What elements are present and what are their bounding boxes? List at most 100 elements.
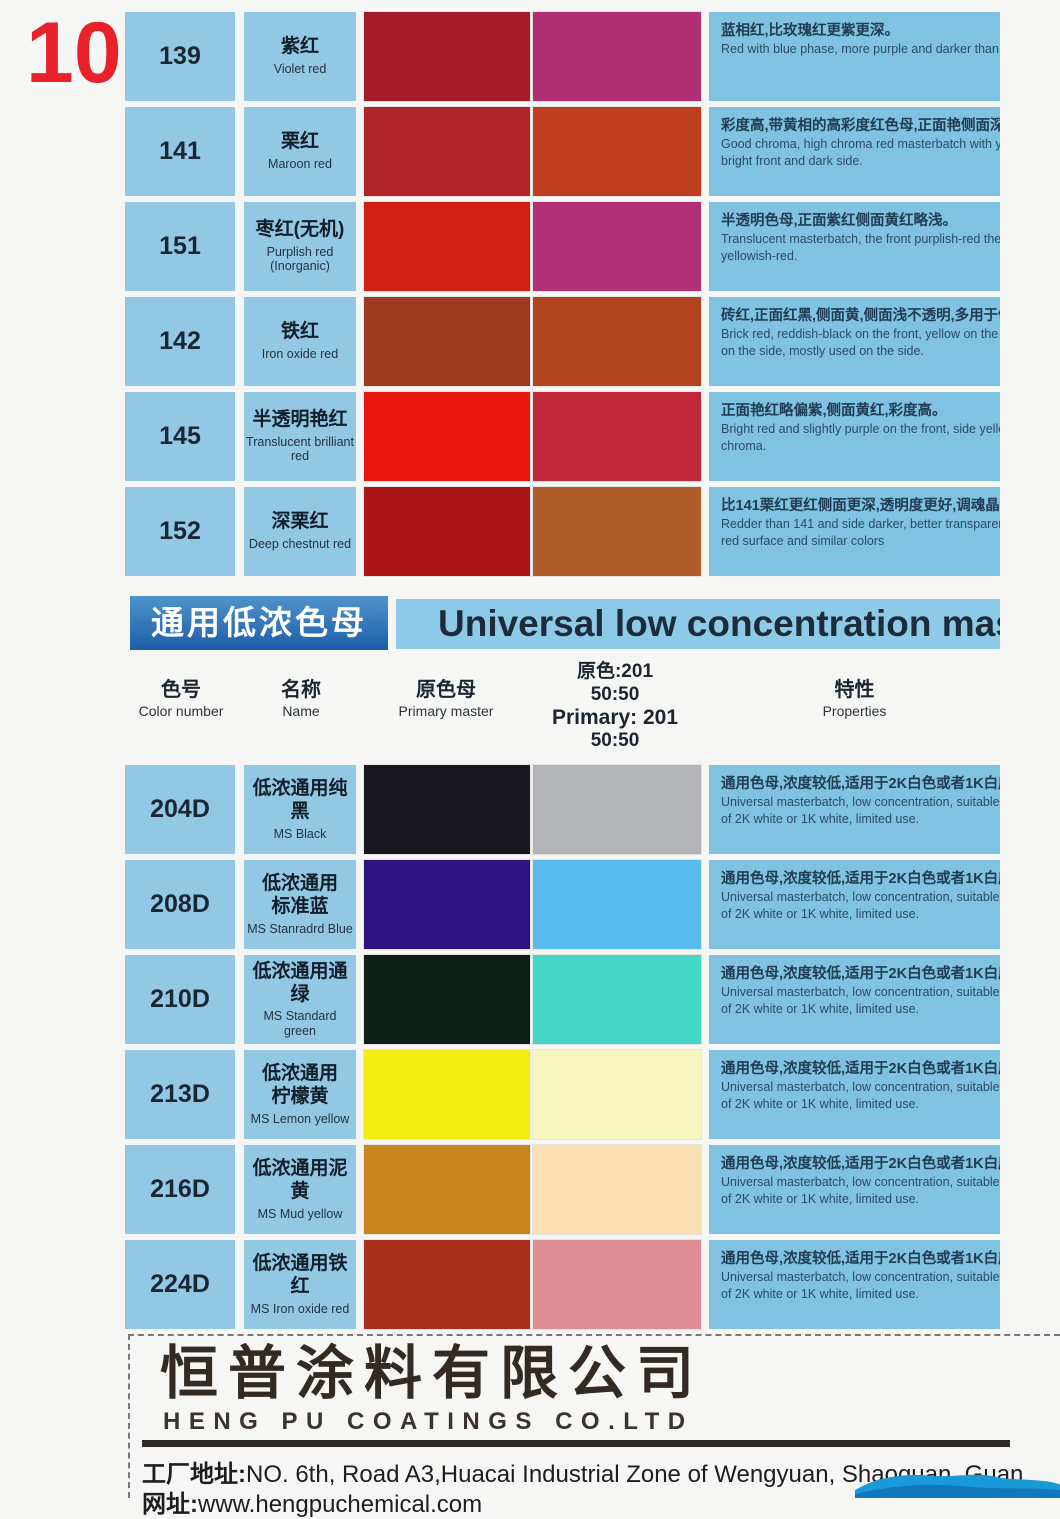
properties-cell: 比141栗红更红侧面更深,透明度更好,调魂晶红面 Redder than 141… xyxy=(709,487,1000,576)
color-name-en: MS Iron oxide red xyxy=(250,1301,350,1316)
color-name-en: Iron oxide red xyxy=(261,347,339,362)
address-label: 工厂地址: xyxy=(142,1461,246,1488)
color-name-zh: 紫红 xyxy=(280,36,319,58)
swatch-side xyxy=(533,12,701,101)
properties-cell: 通用色母,浓度较低,适用于2K白色或者1K白底的 Universal maste… xyxy=(709,1145,1000,1234)
property-zh: 通用色母,浓度较低,适用于2K白色或者1K白底的 xyxy=(721,1251,1000,1267)
table-row-152: 152 深栗红 Deep chestnut red 比141栗红更红侧面更深,透… xyxy=(125,487,1000,576)
swatch-front xyxy=(364,392,530,481)
property-zh: 蓝相红,比玫瑰红更紫更深。 xyxy=(721,23,900,39)
color-number-cell: 224D xyxy=(125,1240,235,1329)
swatch-primary-master xyxy=(364,1240,530,1329)
color-name-cell: 低浓通用 柠檬黄 MS Lemon yellow xyxy=(244,1050,356,1139)
color-name-cell: 低浓通用纯黑 MS Black xyxy=(244,765,356,854)
property-en-line2: of 2K white or 1K white, limited use. xyxy=(721,907,920,921)
color-name-zh: 深栗红 xyxy=(271,511,329,533)
property-zh: 通用色母,浓度较低,适用于2K白色或者1K白底的 xyxy=(721,966,1000,982)
swatch-side xyxy=(533,202,701,291)
color-number-cell: 204D xyxy=(125,765,235,854)
color-name-zh: 低浓通用通绿 xyxy=(252,960,348,1005)
header-zh: 特性 xyxy=(834,679,875,701)
header-properties: 特性 Properties xyxy=(709,678,1000,720)
properties-cell: 通用色母,浓度较低,适用于2K白色或者1K白底的 Universal maste… xyxy=(709,765,1000,854)
color-number-cell: 142 xyxy=(125,297,235,386)
color-name-zh: 栗红 xyxy=(280,131,319,153)
color-name-cell: 低浓通用泥黄 MS Mud yellow xyxy=(244,1145,356,1234)
properties-cell: 正面艳红略偏紫,侧面黄红,彩度高。 Bright red and slightl… xyxy=(709,392,1000,481)
masterbatch-table-red-series: 139 紫红 Violet red 蓝相红,比玫瑰红更紫更深。 Red with… xyxy=(125,12,1000,582)
color-name-zh: 半透明艳红 xyxy=(252,409,348,431)
color-name-cell: 低浓通用通绿 MS Standard green xyxy=(244,955,356,1044)
company-name-en: HENG PU COATINGS CO.LTD xyxy=(163,1408,694,1435)
color-name-cell: 铁红 Iron oxide red xyxy=(244,297,356,386)
color-name-en: Violet red xyxy=(273,62,327,77)
table-row-139: 139 紫红 Violet red 蓝相红,比玫瑰红更紫更深。 Red with… xyxy=(125,12,1000,101)
header-en: Name xyxy=(282,703,320,719)
table-row-213D: 213D 低浓通用 柠檬黄 MS Lemon yellow 通用色母,浓度较低,… xyxy=(125,1050,1000,1139)
color-name-cell: 半透明艳红 Translucent brilliant red xyxy=(244,392,356,481)
swatch-primary-master xyxy=(364,1145,530,1234)
blue-splash-graphic xyxy=(855,1474,1060,1498)
header-mix-ratio: 原色:201 50:50 Primary: 201 50:50 xyxy=(511,660,719,752)
table-row-145: 145 半透明艳红 Translucent brilliant red 正面艳红… xyxy=(125,392,1000,481)
property-zh: 砖红,正面红黑,侧面黄,侧面浅不透明,多用于侧面 xyxy=(721,308,1000,324)
header-primary-master: 原色母 Primary master xyxy=(363,678,529,720)
color-name-en: MS Lemon yellow xyxy=(250,1111,350,1126)
property-zh: 半透明色母,正面紫红侧面黄红略浅。 xyxy=(721,213,958,229)
header-en: Color number xyxy=(138,703,224,719)
header-zh: 原色母 xyxy=(416,679,476,701)
ratio-line: 原色:201 xyxy=(576,661,654,682)
property-en-line1: Redder than 141 and side darker, better … xyxy=(721,517,1000,531)
swatch-primary-master xyxy=(364,860,530,949)
swatch-primary-master xyxy=(364,1050,530,1139)
property-zh: 彩度高,带黄相的高彩度红色母,正面艳侧面深。 xyxy=(721,118,1000,134)
table-row-210D: 210D 低浓通用通绿 MS Standard green 通用色母,浓度较低,… xyxy=(125,955,1000,1044)
swatch-diluted xyxy=(533,1240,701,1329)
properties-cell: 砖红,正面红黑,侧面黄,侧面浅不透明,多用于侧面 Brick red, redd… xyxy=(709,297,1000,386)
color-number-cell: 216D xyxy=(125,1145,235,1234)
color-name-en: MS Stanradrd Blue xyxy=(247,921,353,936)
section-banner-zh: 通用低浓色母 xyxy=(130,596,388,650)
property-en-line1: Universal masterbatch, low concentration… xyxy=(721,795,1000,809)
ratio-line: 50:50 xyxy=(590,684,640,705)
swatch-diluted xyxy=(533,955,701,1044)
property-en-line1: Bright red and slightly purple on the fr… xyxy=(721,422,1000,436)
ratio-line: 50:50 xyxy=(590,730,640,751)
properties-cell: 彩度高,带黄相的高彩度红色母,正面艳侧面深。 Good chroma, high… xyxy=(709,107,1000,196)
property-en-line2: bright front and dark side. xyxy=(721,154,863,168)
property-en-line2: chroma. xyxy=(721,439,767,453)
swatch-primary-master xyxy=(364,955,530,1044)
swatch-side xyxy=(533,297,701,386)
color-number-cell: 141 xyxy=(125,107,235,196)
website-label: 网址: xyxy=(142,1491,198,1518)
properties-cell: 蓝相红,比玫瑰红更紫更深。 Red with blue phase, more … xyxy=(709,12,1000,101)
color-name-en: Translucent brilliant red xyxy=(246,435,354,464)
color-name-zh: 低浓通用泥黄 xyxy=(252,1158,348,1202)
property-en-line1: Universal masterbatch, low concentration… xyxy=(721,890,1000,904)
property-en-line1: Translucent masterbatch, the front purpl… xyxy=(721,232,1000,246)
property-en-line1: Red with blue phase, more purple and dar… xyxy=(721,42,1000,56)
property-en-line2: of 2K white or 1K white, limited use. xyxy=(721,1287,920,1301)
property-en-line1: Brick red, reddish-black on the front, y… xyxy=(721,327,1000,341)
divider-bar xyxy=(142,1440,1010,1447)
color-number-cell: 152 xyxy=(125,487,235,576)
property-en-line2: of 2K white or 1K white, limited use. xyxy=(721,1002,920,1016)
color-name-en: Maroon red xyxy=(268,157,332,172)
color-number-cell: 208D xyxy=(125,860,235,949)
header-zh: 色号 xyxy=(161,679,201,701)
swatch-side xyxy=(533,107,701,196)
property-en-line1: Good chroma, high chroma red masterbatch… xyxy=(721,137,1000,151)
page-number: 10 xyxy=(26,5,122,101)
property-zh: 通用色母,浓度较低,适用于2K白色或者1K白底的 xyxy=(721,1156,1000,1172)
color-name-cell: 深栗红 Deep chestnut red xyxy=(244,487,356,576)
color-name-zh: 低浓通用 标准蓝 xyxy=(261,873,338,917)
property-en-line2: red surface and similar colors xyxy=(721,534,885,548)
color-name-en: Purplish red (Inorganic) xyxy=(266,245,334,274)
table-row-142: 142 铁红 Iron oxide red 砖红,正面红黑,侧面黄,侧面浅不透明… xyxy=(125,297,1000,386)
property-zh: 通用色母,浓度较低,适用于2K白色或者1K白底的 xyxy=(721,1061,1000,1077)
swatch-front xyxy=(364,107,530,196)
swatch-front xyxy=(364,12,530,101)
properties-cell: 通用色母,浓度较低,适用于2K白色或者1K白底的 Universal maste… xyxy=(709,1050,1000,1139)
ratio-line: Primary: 201 xyxy=(551,706,679,729)
property-zh: 比141栗红更红侧面更深,透明度更好,调魂晶红面 xyxy=(721,498,1000,514)
